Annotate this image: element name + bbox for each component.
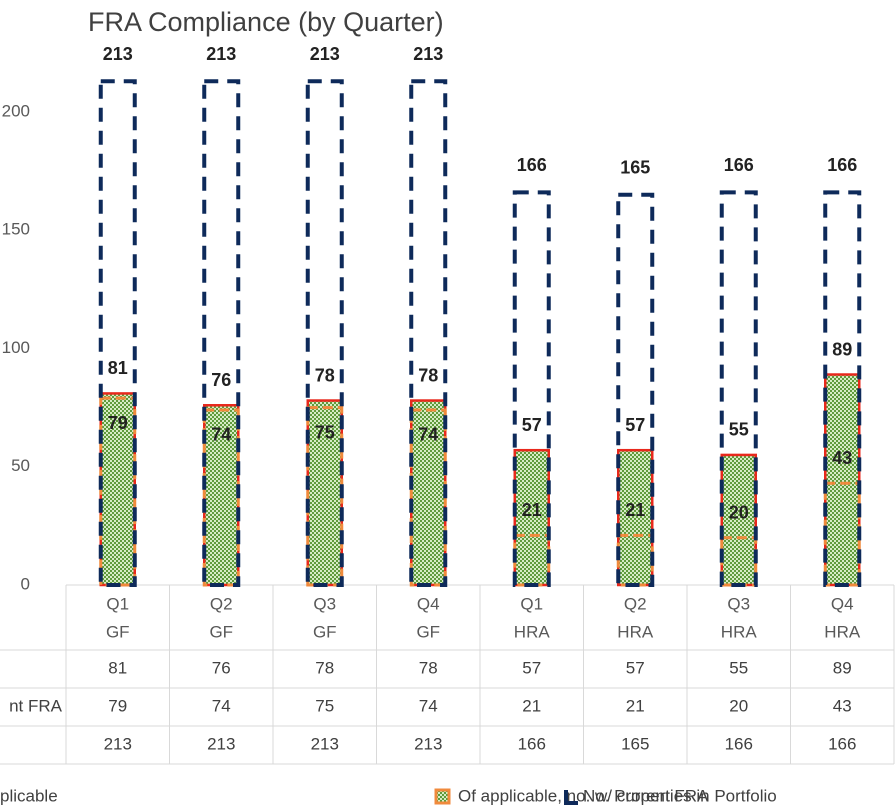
table-cell: 43 xyxy=(833,696,852,715)
data-label: 166 xyxy=(517,155,547,175)
table-cell: 89 xyxy=(833,658,852,677)
x-tick-label: Q3 xyxy=(727,594,750,613)
data-label: 78 xyxy=(315,365,335,385)
y-tick-label: 150 xyxy=(2,220,30,239)
table-cell: 79 xyxy=(108,696,127,715)
data-label: 213 xyxy=(413,44,443,64)
table-cell: 166 xyxy=(828,734,856,753)
data-label: 21 xyxy=(625,500,645,520)
table-cell: 213 xyxy=(104,734,132,753)
bar xyxy=(98,79,137,587)
bar xyxy=(824,373,861,587)
table-cell: 165 xyxy=(621,734,649,753)
y-tick-label: 200 xyxy=(2,101,30,120)
data-label: 213 xyxy=(103,44,133,64)
y-tick-label: 0 xyxy=(21,574,30,593)
data-label: 81 xyxy=(108,358,128,378)
x-tick-label: HRA xyxy=(721,622,758,641)
data-label: 21 xyxy=(522,500,542,520)
legend-label: plicable xyxy=(0,786,58,805)
x-tick-label: Q2 xyxy=(624,594,647,613)
table-cell: 213 xyxy=(207,734,235,753)
data-label: 213 xyxy=(310,44,340,64)
legend-swatch xyxy=(434,788,451,805)
bar xyxy=(202,79,241,587)
data-label: 166 xyxy=(724,155,754,175)
table-cell: 21 xyxy=(626,696,645,715)
table-cell: 74 xyxy=(212,696,231,715)
legend-swatch xyxy=(564,790,578,805)
data-label: 76 xyxy=(211,370,231,390)
bar xyxy=(719,190,758,587)
table-cell: 75 xyxy=(315,696,334,715)
data-label: 213 xyxy=(206,44,236,64)
x-tick-label: Q4 xyxy=(831,594,854,613)
bar xyxy=(616,192,655,587)
table-cell: 213 xyxy=(311,734,339,753)
data-label: 74 xyxy=(418,425,438,445)
table-cell: 20 xyxy=(729,696,748,715)
y-tick-label: 100 xyxy=(2,338,30,357)
x-tick-label: GF xyxy=(209,622,233,641)
x-tick-label: HRA xyxy=(824,622,861,641)
data-label: 166 xyxy=(827,155,857,175)
x-tick-label: GF xyxy=(416,622,440,641)
data-label: 57 xyxy=(522,415,542,435)
x-tick-label: GF xyxy=(313,622,337,641)
bar xyxy=(409,79,448,587)
x-tick-label: GF xyxy=(106,622,130,641)
table-cell: 213 xyxy=(414,734,442,753)
legend-label: No. Properties in Portfolio xyxy=(583,786,777,805)
x-tick-label: Q1 xyxy=(520,594,543,613)
x-tick-label: Q3 xyxy=(313,594,336,613)
y-tick-label: 50 xyxy=(11,456,30,475)
data-label: 75 xyxy=(315,422,335,442)
table-cell: 78 xyxy=(419,658,438,677)
x-tick-label: HRA xyxy=(617,622,654,641)
data-label: 74 xyxy=(211,425,231,445)
table-cell: 57 xyxy=(626,658,645,677)
table-cell: 166 xyxy=(518,734,546,753)
x-tick-label: HRA xyxy=(514,622,551,641)
table-cell: 76 xyxy=(212,658,231,677)
data-label: 78 xyxy=(418,365,438,385)
data-label: 20 xyxy=(729,502,749,522)
table-cell: 78 xyxy=(315,658,334,677)
x-tick-label: Q2 xyxy=(210,594,233,613)
data-label: 79 xyxy=(108,413,128,433)
table-cell: 57 xyxy=(522,658,541,677)
table-cell: 166 xyxy=(725,734,753,753)
data-label: 89 xyxy=(832,339,852,359)
data-label: 55 xyxy=(729,420,749,440)
chart-title: FRA Compliance (by Quarter) xyxy=(88,7,444,37)
table-cell: 81 xyxy=(108,658,127,677)
table-cell: 21 xyxy=(522,696,541,715)
table-cell: 74 xyxy=(419,696,438,715)
x-tick-label: Q4 xyxy=(417,594,440,613)
bar xyxy=(720,453,757,587)
legend-label: Of applicable, no. w/ current FRA xyxy=(458,786,709,805)
bar xyxy=(823,190,862,587)
data-label: 43 xyxy=(832,448,852,468)
data-label: 57 xyxy=(625,415,645,435)
x-tick-label: Q1 xyxy=(106,594,129,613)
table-row-label: nt FRA xyxy=(9,696,63,715)
bar xyxy=(512,190,551,587)
bar xyxy=(513,448,550,587)
data-label: 165 xyxy=(620,158,650,178)
bar xyxy=(305,79,344,587)
table-cell: 55 xyxy=(729,658,748,677)
